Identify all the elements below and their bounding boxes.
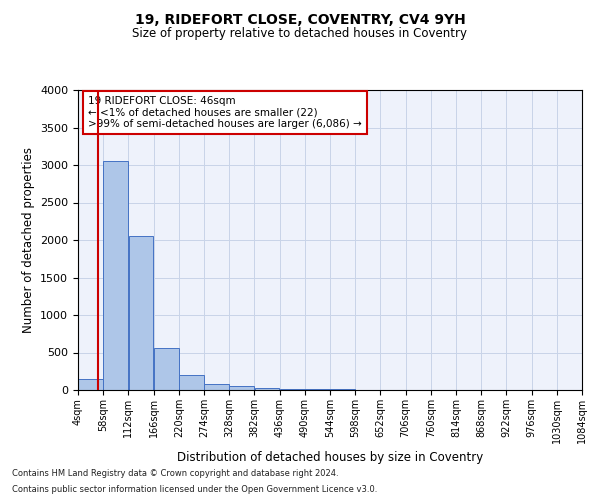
Bar	[103, 160, 128, 390]
Bar	[305, 389, 330, 390]
Text: 19 RIDEFORT CLOSE: 46sqm
← <1% of detached houses are smaller (22)
>99% of semi-: 19 RIDEFORT CLOSE: 46sqm ← <1% of detach…	[88, 96, 362, 129]
Bar	[229, 386, 254, 390]
Text: Contains public sector information licensed under the Open Government Licence v3: Contains public sector information licen…	[12, 485, 377, 494]
Y-axis label: Number of detached properties: Number of detached properties	[22, 147, 35, 333]
Text: 19, RIDEFORT CLOSE, COVENTRY, CV4 9YH: 19, RIDEFORT CLOSE, COVENTRY, CV4 9YH	[134, 12, 466, 26]
Bar	[254, 388, 280, 390]
Text: Size of property relative to detached houses in Coventry: Size of property relative to detached ho…	[133, 28, 467, 40]
Bar	[78, 379, 103, 390]
Bar	[128, 236, 154, 390]
Bar	[204, 384, 229, 390]
Bar	[280, 389, 305, 390]
Text: Contains HM Land Registry data © Crown copyright and database right 2024.: Contains HM Land Registry data © Crown c…	[12, 468, 338, 477]
X-axis label: Distribution of detached houses by size in Coventry: Distribution of detached houses by size …	[177, 451, 483, 464]
Bar	[179, 374, 204, 390]
Bar	[154, 348, 179, 390]
